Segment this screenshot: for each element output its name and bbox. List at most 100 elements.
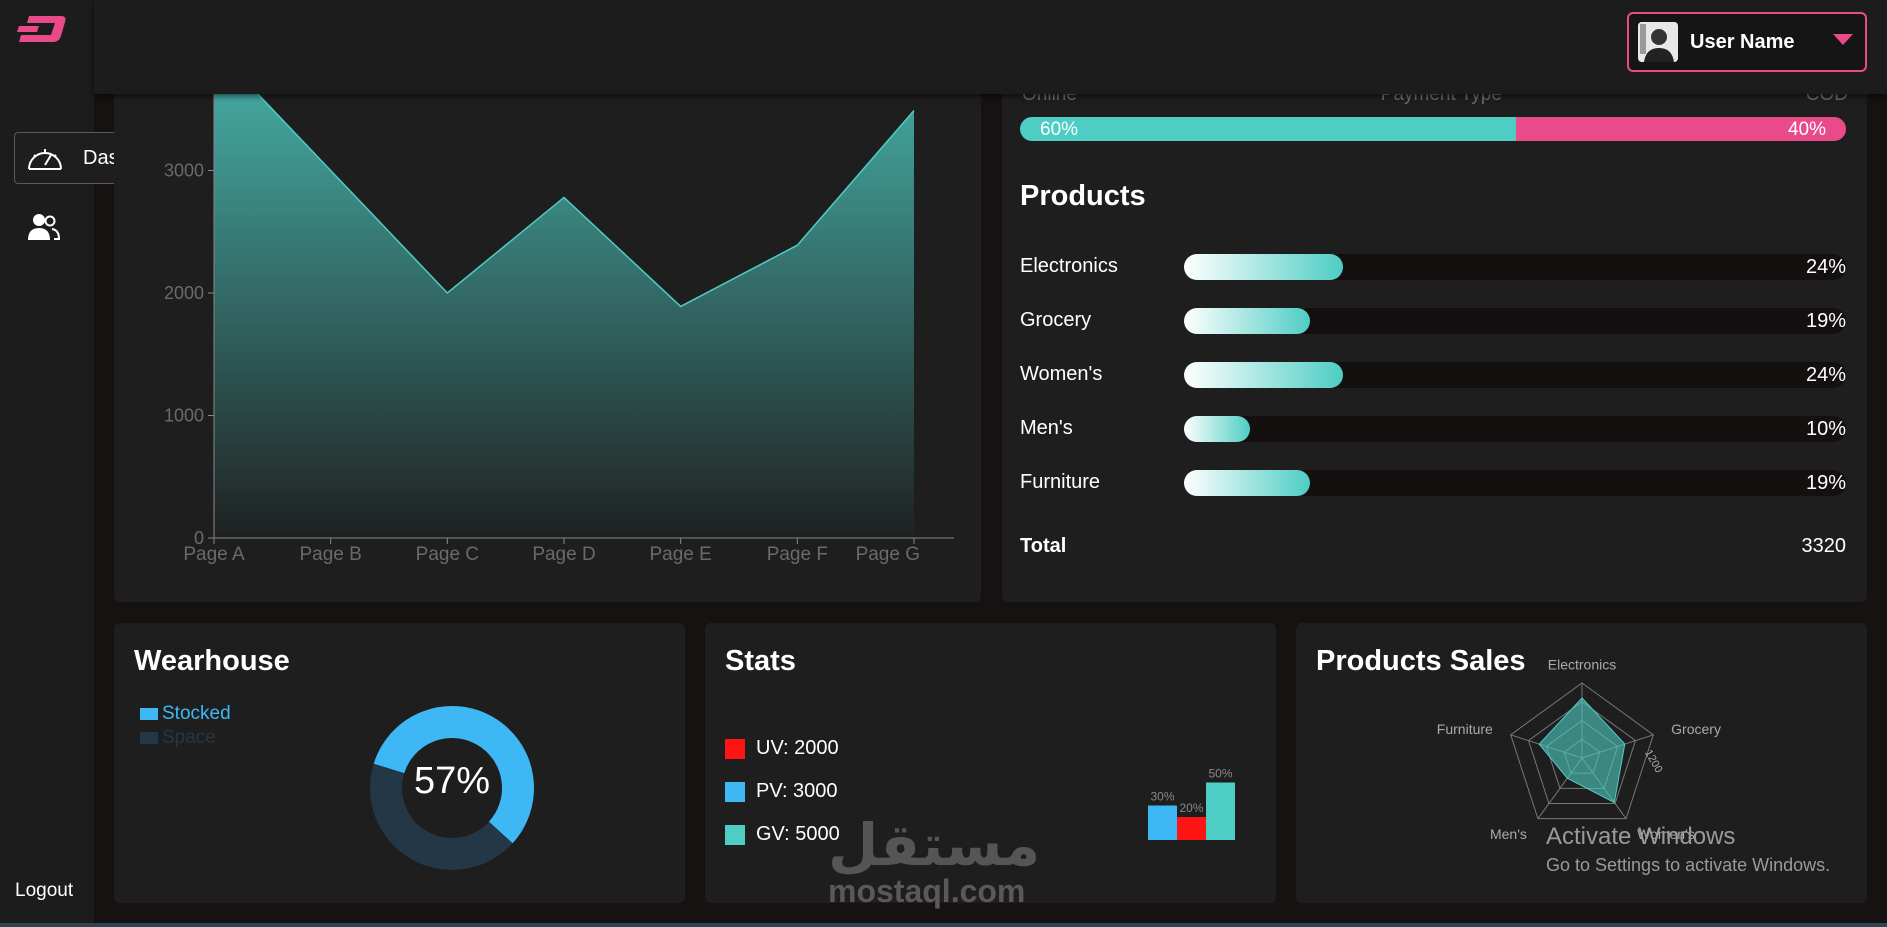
sidebar-item-users[interactable] [26,210,61,244]
radar-series [1538,697,1626,804]
legend-item-stocked: Stocked [140,703,231,725]
stats-bar-label: 30% [1150,790,1174,804]
radar-tick-label: 1200 [1642,748,1665,775]
product-bar-fill [1184,362,1343,388]
warehouse-title: Wearhouse [134,645,290,677]
y-tick-label: 1000 [164,406,204,426]
radar-axis-label: Furniture [1437,721,1493,737]
x-tick-label: Page G [856,544,920,565]
product-name: Grocery [1020,309,1092,331]
stats-bar-label: 20% [1179,801,1203,815]
product-bar-track [1184,416,1846,442]
area-series-fill [214,48,914,538]
donut-slice-stocked [373,706,534,844]
product-bar-fill [1184,416,1251,442]
stats-bar-chart: 30% 20% 50% [1148,767,1235,840]
product-pct: 24% [1805,364,1846,386]
area-series-line [213,47,915,308]
stat-item-pv: PV: 3000 [725,780,838,803]
x-tick-label: Page E [650,544,712,565]
products-card: Online Payment Type COD 60% 40% Products… [1002,40,1867,602]
product-pct: 24% [1805,256,1846,278]
product-name: Women's [1020,363,1103,385]
payment-online-segment: 60% [1020,117,1516,141]
activation-title: Activate Windows [1546,823,1736,850]
y-tick-label: 2000 [164,283,204,303]
product-bar-track [1184,470,1846,496]
products-title: Products [1020,180,1146,212]
watermark-arabic: مستقل [828,811,1041,879]
product-bar-track [1184,308,1846,334]
product-bar-fill [1184,470,1310,496]
legend-label: Space [162,727,216,748]
warehouse-card: Wearhouse Stocked Space 57% [114,623,685,903]
radar-axis-label: Electronics [1548,656,1616,672]
product-sales-title: Products Sales [1316,645,1526,677]
product-row: Women's 24% [1020,362,1846,388]
stat-item-gv: GV: 5000 [725,823,840,846]
user-name: User Name [1690,30,1795,53]
payment-bar: 60% 40% [1020,117,1846,141]
stat-label: UV: 2000 [756,737,839,759]
legend-swatch [140,732,158,744]
radar-grid-ring [1527,701,1637,805]
product-bar-fill [1184,308,1310,334]
x-tick-label: Page F [767,544,828,565]
watermark-url: mostaql.com [828,873,1026,909]
stat-swatch [725,824,745,845]
x-tick-label: Page A [183,544,245,565]
sidebar: Dashboard Logout [0,0,216,923]
stat-swatch [725,738,745,759]
logout-link[interactable]: Logout [15,880,74,901]
payment-cod-segment: 40% [1515,117,1846,141]
stats-bar-uv [1177,817,1206,840]
product-row: Grocery 19% [1020,308,1846,334]
stats-bar-pv [1148,805,1177,840]
product-name: Electronics [1020,255,1118,277]
chevron-down-icon [1833,34,1853,45]
windows-activation-notice: Activate Windows Go to Settings to activ… [1546,823,1830,876]
product-row: Men's 10% [1020,416,1846,442]
product-name: Furniture [1020,471,1101,493]
y-tick-label: 0 [194,528,204,548]
speedometer-icon [28,149,62,170]
product-row: Furniture 19% [1020,470,1846,496]
product-pct: 19% [1805,310,1846,332]
users-icon [28,214,61,240]
x-tick-label: Page B [300,544,362,565]
y-tick-label: 3000 [164,161,204,181]
taskbar-edge [0,923,1887,927]
product-name: Men's [1020,417,1073,439]
radar-grid-ring [1510,682,1654,820]
stat-item-uv: UV: 2000 [725,737,839,760]
stats-bar-label: 50% [1208,767,1232,781]
payment-online-pct: 60% [1040,119,1079,140]
activation-subtitle: Go to Settings to activate Windows. [1546,855,1831,875]
warehouse-donut: 57% [370,706,534,870]
products-total-label: Total [1020,535,1067,557]
x-tick-label: Page C [416,544,479,565]
watermark: مستقل mostaql.com [828,815,1040,910]
donut-center-text: 57% [414,760,490,802]
radar-axis-label: Men's [1490,826,1527,842]
stat-label: PV: 3000 [756,780,838,802]
user-menu-button[interactable]: User Name [1627,12,1867,72]
product-pct: 10% [1805,418,1846,440]
avatar [1638,22,1678,62]
radar-axis-label: Women's [1637,826,1695,842]
legend-item-space: Space [140,727,216,749]
legend-label: Stocked [162,703,231,724]
top-bar [94,0,1887,94]
x-tick-label: Page D [532,544,595,565]
product-pct: 19% [1805,472,1846,494]
stats-card: Stats UV: 2000 PV: 3000 GV: 5000 30% 20% 5… [705,623,1276,903]
dash-logo-icon[interactable] [15,14,67,49]
product-sales-radar: Electronics Grocery Women's Men's Furniture 1… [1437,656,1721,842]
products-total-value: 3320 [1801,535,1847,557]
stats-title: Stats [725,645,796,677]
donut-slice-space [370,763,513,870]
product-bar-track [1184,362,1846,388]
legend-swatch [140,708,158,720]
